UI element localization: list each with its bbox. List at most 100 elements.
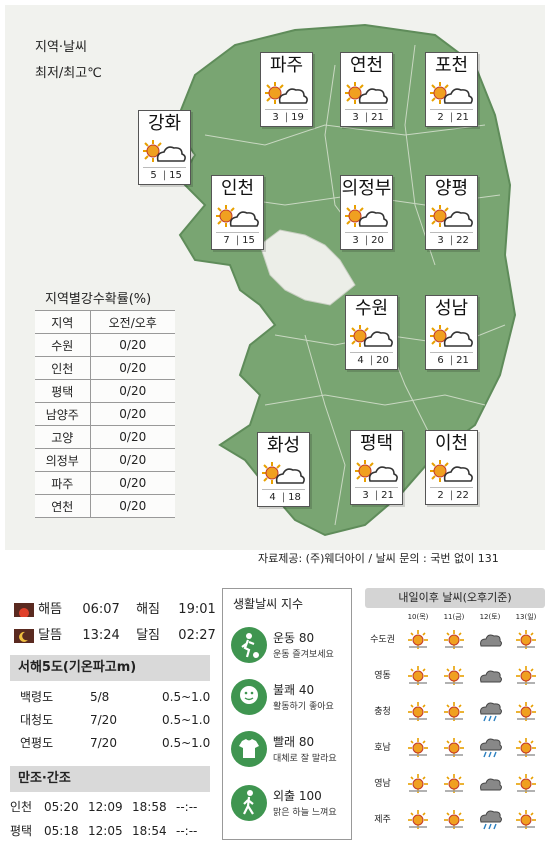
row-value: 0/20 xyxy=(90,333,175,357)
table-row: 평택 0/20 xyxy=(35,379,175,403)
low-temp: 7 xyxy=(223,235,230,246)
partly-cloudy-icon xyxy=(429,82,473,104)
tide-time: --:-- xyxy=(176,800,198,814)
sunny-icon xyxy=(405,628,431,654)
high-temp: 15 xyxy=(242,235,255,246)
partly-cloudy-icon xyxy=(264,82,308,104)
forecast-day-headers: 10(목) 11(금) 12(토) 13(일) xyxy=(400,612,545,622)
day-label: 13(일) xyxy=(515,613,537,621)
city-card-pyeongtaek: 평택 3 | 21 xyxy=(350,430,403,505)
life-item-name: 불쾌 40 xyxy=(273,683,315,697)
tide-section-title: 만조·간조 xyxy=(10,766,210,792)
row-region: 수원 xyxy=(35,333,91,357)
rain-icon xyxy=(477,808,503,834)
map-legend: 지역·날씨 최저/최고℃ xyxy=(35,35,102,87)
city-card-ganghwa: 강화 5 | 15 xyxy=(138,110,191,185)
partly-cloudy-icon xyxy=(429,205,473,227)
high-temp: 21 xyxy=(456,355,469,366)
row-region: 파주 xyxy=(35,471,91,495)
row-value: 0/20 xyxy=(90,494,175,518)
day-label: 10(목) xyxy=(407,613,429,621)
table-row: 대청도 7/20 0.5~1.0 xyxy=(20,711,210,728)
tide-time: 18:54 xyxy=(132,824,167,838)
sunrise-row: 해뜸 06:07 해짐 19:01 xyxy=(14,598,216,618)
gyeonggi-map xyxy=(173,23,517,537)
temperature-range: 5 | 15 xyxy=(143,167,186,184)
low-temp: 2 xyxy=(437,112,444,123)
temperature-range: 3 | 20 xyxy=(345,232,388,249)
rain-icon xyxy=(477,736,503,762)
life-item-name: 외출 100 xyxy=(273,789,322,803)
day-label: 12(토) xyxy=(479,613,501,621)
tide-time: 05:18 xyxy=(44,824,79,838)
day-label: 11(금) xyxy=(443,613,465,621)
partly-cloudy-icon xyxy=(429,325,473,347)
sunny-icon xyxy=(405,700,431,726)
low-temp: 4 xyxy=(357,355,364,366)
island-wave: 0.5~1.0 xyxy=(162,713,211,727)
city-name: 의정부 xyxy=(341,178,392,199)
row-value: 0/20 xyxy=(90,402,175,426)
sunny-icon xyxy=(441,772,467,798)
moonrise-label: 달뜸 xyxy=(38,628,63,643)
table-row: 의정부 0/20 xyxy=(35,448,175,472)
face-icon xyxy=(231,679,267,715)
sunny-icon xyxy=(441,700,467,726)
sunny-icon xyxy=(441,628,467,654)
rain-table-grid: 지역 오전/오후 수원 0/20 인천 0/20 평택 0/20 남양주 0/20 고양… xyxy=(35,310,175,518)
city-name: 이천 xyxy=(434,433,469,454)
data-source-credit: 자료제공: (주)웨더아이 / 날씨 문의 : 국번 없이 131 xyxy=(258,552,499,565)
partly-cloudy-icon xyxy=(349,325,393,347)
table-row: 남양주 0/20 xyxy=(35,402,175,426)
temperature-range: 3 | 19 xyxy=(265,109,308,126)
high-temp: 22 xyxy=(456,490,469,501)
partly-cloudy-icon xyxy=(429,460,473,482)
table-row: 영동 xyxy=(365,658,545,694)
rain-probability-table: 지역별강수확률(%) 지역 오전/오후 수원 0/20 인천 0/20 평택 0/20… xyxy=(35,290,175,518)
sunny-icon xyxy=(405,736,431,762)
city-name: 양평 xyxy=(434,178,469,199)
sunny-icon xyxy=(441,808,467,834)
row-region: 연천 xyxy=(35,494,91,518)
cloudy-icon xyxy=(477,772,503,798)
row-region: 평택 xyxy=(35,379,91,403)
moonrise-row: 달뜸 13:24 달짐 02:27 xyxy=(14,624,216,643)
high-temp: 21 xyxy=(381,490,394,501)
table-row: 영남 xyxy=(365,766,545,802)
moonrise-time: 13:24 xyxy=(82,628,120,643)
sunny-icon xyxy=(513,808,539,834)
life-item-desc: 맑은 하늘 느껴요 xyxy=(273,808,337,818)
rain-icon xyxy=(477,700,503,726)
temperature-range: 2 | 22 xyxy=(430,487,473,504)
high-temp: 18 xyxy=(288,492,301,503)
sunset-label: 해짐 xyxy=(136,602,161,617)
temperature-range: 4 | 20 xyxy=(350,352,393,369)
city-card-icheon: 이천 2 | 22 xyxy=(425,430,478,505)
table-row: 인천 0/20 xyxy=(35,356,175,380)
table-row: 평택 05:18 12:05 18:54 --:-- xyxy=(10,822,197,839)
row-value: 0/20 xyxy=(90,471,175,495)
life-item-name: 운동 80 xyxy=(273,631,315,645)
table-header-row: 지역 오전/오후 xyxy=(35,310,175,334)
city-card-seongnam: 성남 6 | 21 xyxy=(425,295,478,370)
city-card-incheon: 인천 7 | 15 xyxy=(211,175,264,250)
header-region: 지역 xyxy=(35,310,91,334)
row-value: 0/20 xyxy=(90,448,175,472)
city-name: 평택 xyxy=(359,433,394,454)
row-region: 남양주 xyxy=(35,402,91,426)
island-name: 대청도 xyxy=(20,713,54,727)
shirt-icon xyxy=(231,731,267,767)
life-item-desc: 활동하기 좋아요 xyxy=(273,702,334,712)
life-item-laundry: 빨래 80 대체로 잘 말라요 xyxy=(231,731,351,771)
island-temp: 7/20 xyxy=(90,736,117,750)
high-temp: 20 xyxy=(376,355,389,366)
cloudy-icon xyxy=(477,628,503,654)
tide-time: 12:09 xyxy=(88,800,123,814)
high-temp: 21 xyxy=(371,112,384,123)
future-forecast-panel: 내일이후 날씨(오후기준) 10(목) 11(금) 12(토) 13(일) 수도… xyxy=(365,588,545,840)
island-wave: 0.5~1.0 xyxy=(162,690,211,704)
table-row: 인천 05:20 12:09 18:58 --:-- xyxy=(10,798,197,815)
island-temp: 7/20 xyxy=(90,713,117,727)
row-value: 0/20 xyxy=(90,425,175,449)
life-item-desc: 대체로 잘 말라요 xyxy=(273,754,337,764)
